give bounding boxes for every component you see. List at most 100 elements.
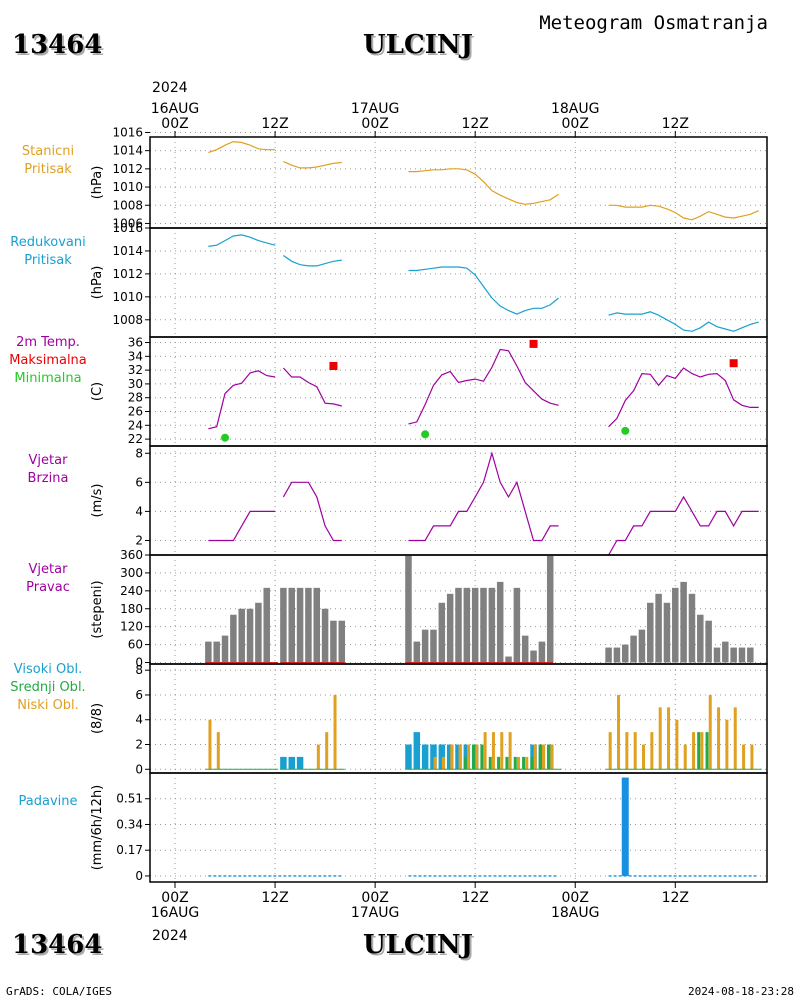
temperature-ylabel: (C) (90, 382, 105, 401)
station_pressure-line-3 (608, 204, 759, 221)
cloud-bar-2-14 (333, 694, 337, 770)
cloud-bar-2-51 (750, 744, 754, 770)
footer-timestamp: 2024-08-18-23:28 (688, 985, 794, 998)
cloud-bar-2-12 (316, 744, 320, 770)
cloud-bar-1-27 (497, 756, 501, 770)
clouds-label-0: Visoki Obl. (14, 662, 82, 677)
clouds-label-2: Niski Obl. (17, 698, 79, 713)
wind-dir-bar-39 (647, 602, 654, 663)
temperature-label-2: Minimalna (14, 371, 81, 386)
cloud-bar-2-49 (733, 707, 737, 770)
wind_direction-ytick-label-0: 0 (135, 656, 143, 670)
wind-dir-bar-33 (546, 555, 554, 663)
clouds-ytick-label-2: 4 (135, 713, 143, 727)
year-label-bottom: 2024 (152, 928, 188, 944)
meteogram-subtitle: Meteogram Osmatranja (539, 12, 768, 34)
cloud-bar-1-29 (513, 756, 517, 770)
temperature-ytick-label-7: 36 (128, 336, 143, 350)
wind-dir-bar-35 (613, 647, 621, 663)
time-label-top-3-0: 12Z (461, 116, 488, 132)
wind-dir-bar-7 (263, 587, 270, 663)
cloud-bar-2-29 (516, 756, 520, 770)
temperature-ytick-label-1: 24 (128, 418, 143, 432)
wind-dir-bar-41 (663, 602, 671, 663)
wind_speed-line-0 (208, 510, 276, 542)
precipitation-ytick-label-0: 0 (135, 869, 143, 883)
precipitation-label-0: Padavine (19, 794, 78, 809)
time-label-bottom-0-0: 00Z (161, 890, 188, 906)
cloud-bar-0-8 (280, 756, 287, 770)
wind-dir-bar-47 (713, 647, 721, 663)
wind_direction-ytick-label-6: 360 (120, 548, 143, 562)
wind-dir-bar-24 (471, 587, 479, 663)
cloud-bar-0-22 (455, 744, 462, 770)
wind-dir-bar-20 (438, 602, 446, 663)
cloud-bar-2-23 (466, 744, 470, 770)
cloud-bar-1-33 (547, 744, 551, 770)
station_pressure-frame (149, 136, 768, 229)
time-label-top-2-0: 17AUG (351, 101, 400, 117)
wind_speed-line-1 (282, 481, 342, 542)
wind-dir-bar-51 (747, 647, 754, 663)
time-label-bottom-1-0: 12Z (261, 890, 288, 906)
wind-dir-bar-34 (605, 647, 612, 663)
cloud-bar-0-21 (446, 744, 454, 770)
tmin-marker-2 (621, 426, 630, 435)
time-label-bottom-2-1: 17AUG (351, 905, 400, 921)
cloud-bar-1-30 (522, 756, 526, 770)
time-label-bottom-4-0: 00Z (562, 890, 589, 906)
wind-dir-bar-15 (338, 620, 346, 663)
temperature-line-2 (408, 348, 559, 425)
cloud-bar-2-42 (675, 719, 679, 770)
clouds-ylabel: (8/8) (90, 703, 105, 734)
cloud-bar-0-23 (463, 744, 471, 770)
precipitation-frame (149, 772, 768, 883)
cloud-bar-1-23 (463, 756, 467, 770)
wind_speed-frame (149, 445, 768, 556)
cloud-bar-0-19 (430, 744, 437, 770)
time-label-top-5-0: 12Z (662, 116, 689, 132)
reduced_pressure-ytick-label-1: 1010 (112, 290, 143, 304)
cloud-bar-0-24 (471, 744, 479, 770)
wind-dir-bar-38 (638, 629, 646, 663)
clouds-ytick-label-3: 6 (135, 688, 143, 702)
wind-dir-bar-28 (505, 656, 512, 663)
wind-dir-bar-13 (321, 608, 329, 663)
wind-dir-bar-3 (230, 614, 237, 663)
cloud-bar-2-21 (450, 744, 454, 770)
wind-dir-bar-18 (421, 629, 429, 663)
station_pressure-line-0 (208, 140, 276, 154)
temperature-label-1: Maksimalna (9, 353, 87, 368)
cloud-bar-2-0 (208, 719, 212, 770)
wind-dir-bar-10 (296, 587, 304, 663)
station_pressure-line-1 (283, 161, 342, 169)
wind_direction-ytick-label-3: 180 (120, 602, 143, 616)
wind_direction-ytick-label-5: 300 (120, 566, 143, 580)
cloud-bar-1-26 (488, 756, 492, 770)
cloud-bar-2-1 (216, 732, 220, 770)
temperature-label-0: 2m Temp. (16, 335, 80, 350)
reduced_pressure-ytick-label-4: 1016 (112, 221, 143, 235)
wind-dir-bar-21 (446, 593, 454, 663)
cloud-bar-0-10 (296, 756, 304, 770)
wind_speed-ytick-label-3: 8 (135, 446, 143, 460)
cloud-bar-2-35 (617, 694, 621, 770)
precipitation-ytick-label-1: 0.17 (116, 843, 143, 857)
cloud-bar-2-28 (508, 732, 512, 770)
station_pressure-ylabel: (hPa) (90, 166, 105, 200)
reduced_pressure-line-2 (408, 266, 559, 315)
wind_direction-ytick-label-2: 120 (120, 620, 143, 634)
wind-dir-bar-32 (538, 641, 546, 663)
wind-dir-bar-12 (313, 587, 321, 663)
wind_speed-line-3 (608, 495, 759, 556)
time-label-top-0-1: 00Z (161, 116, 188, 132)
cloud-bar-1-24 (472, 744, 476, 770)
wind-dir-bar-2 (221, 635, 229, 663)
wind-dir-bar-26 (488, 587, 496, 663)
temperature-ytick-label-0: 22 (128, 432, 143, 446)
station-name-bottom: ULCINJ (363, 930, 473, 960)
wind_direction-label-0: Vjetar (29, 562, 69, 577)
temperature-frame (149, 336, 768, 447)
wind-dir-bar-42 (672, 587, 679, 663)
